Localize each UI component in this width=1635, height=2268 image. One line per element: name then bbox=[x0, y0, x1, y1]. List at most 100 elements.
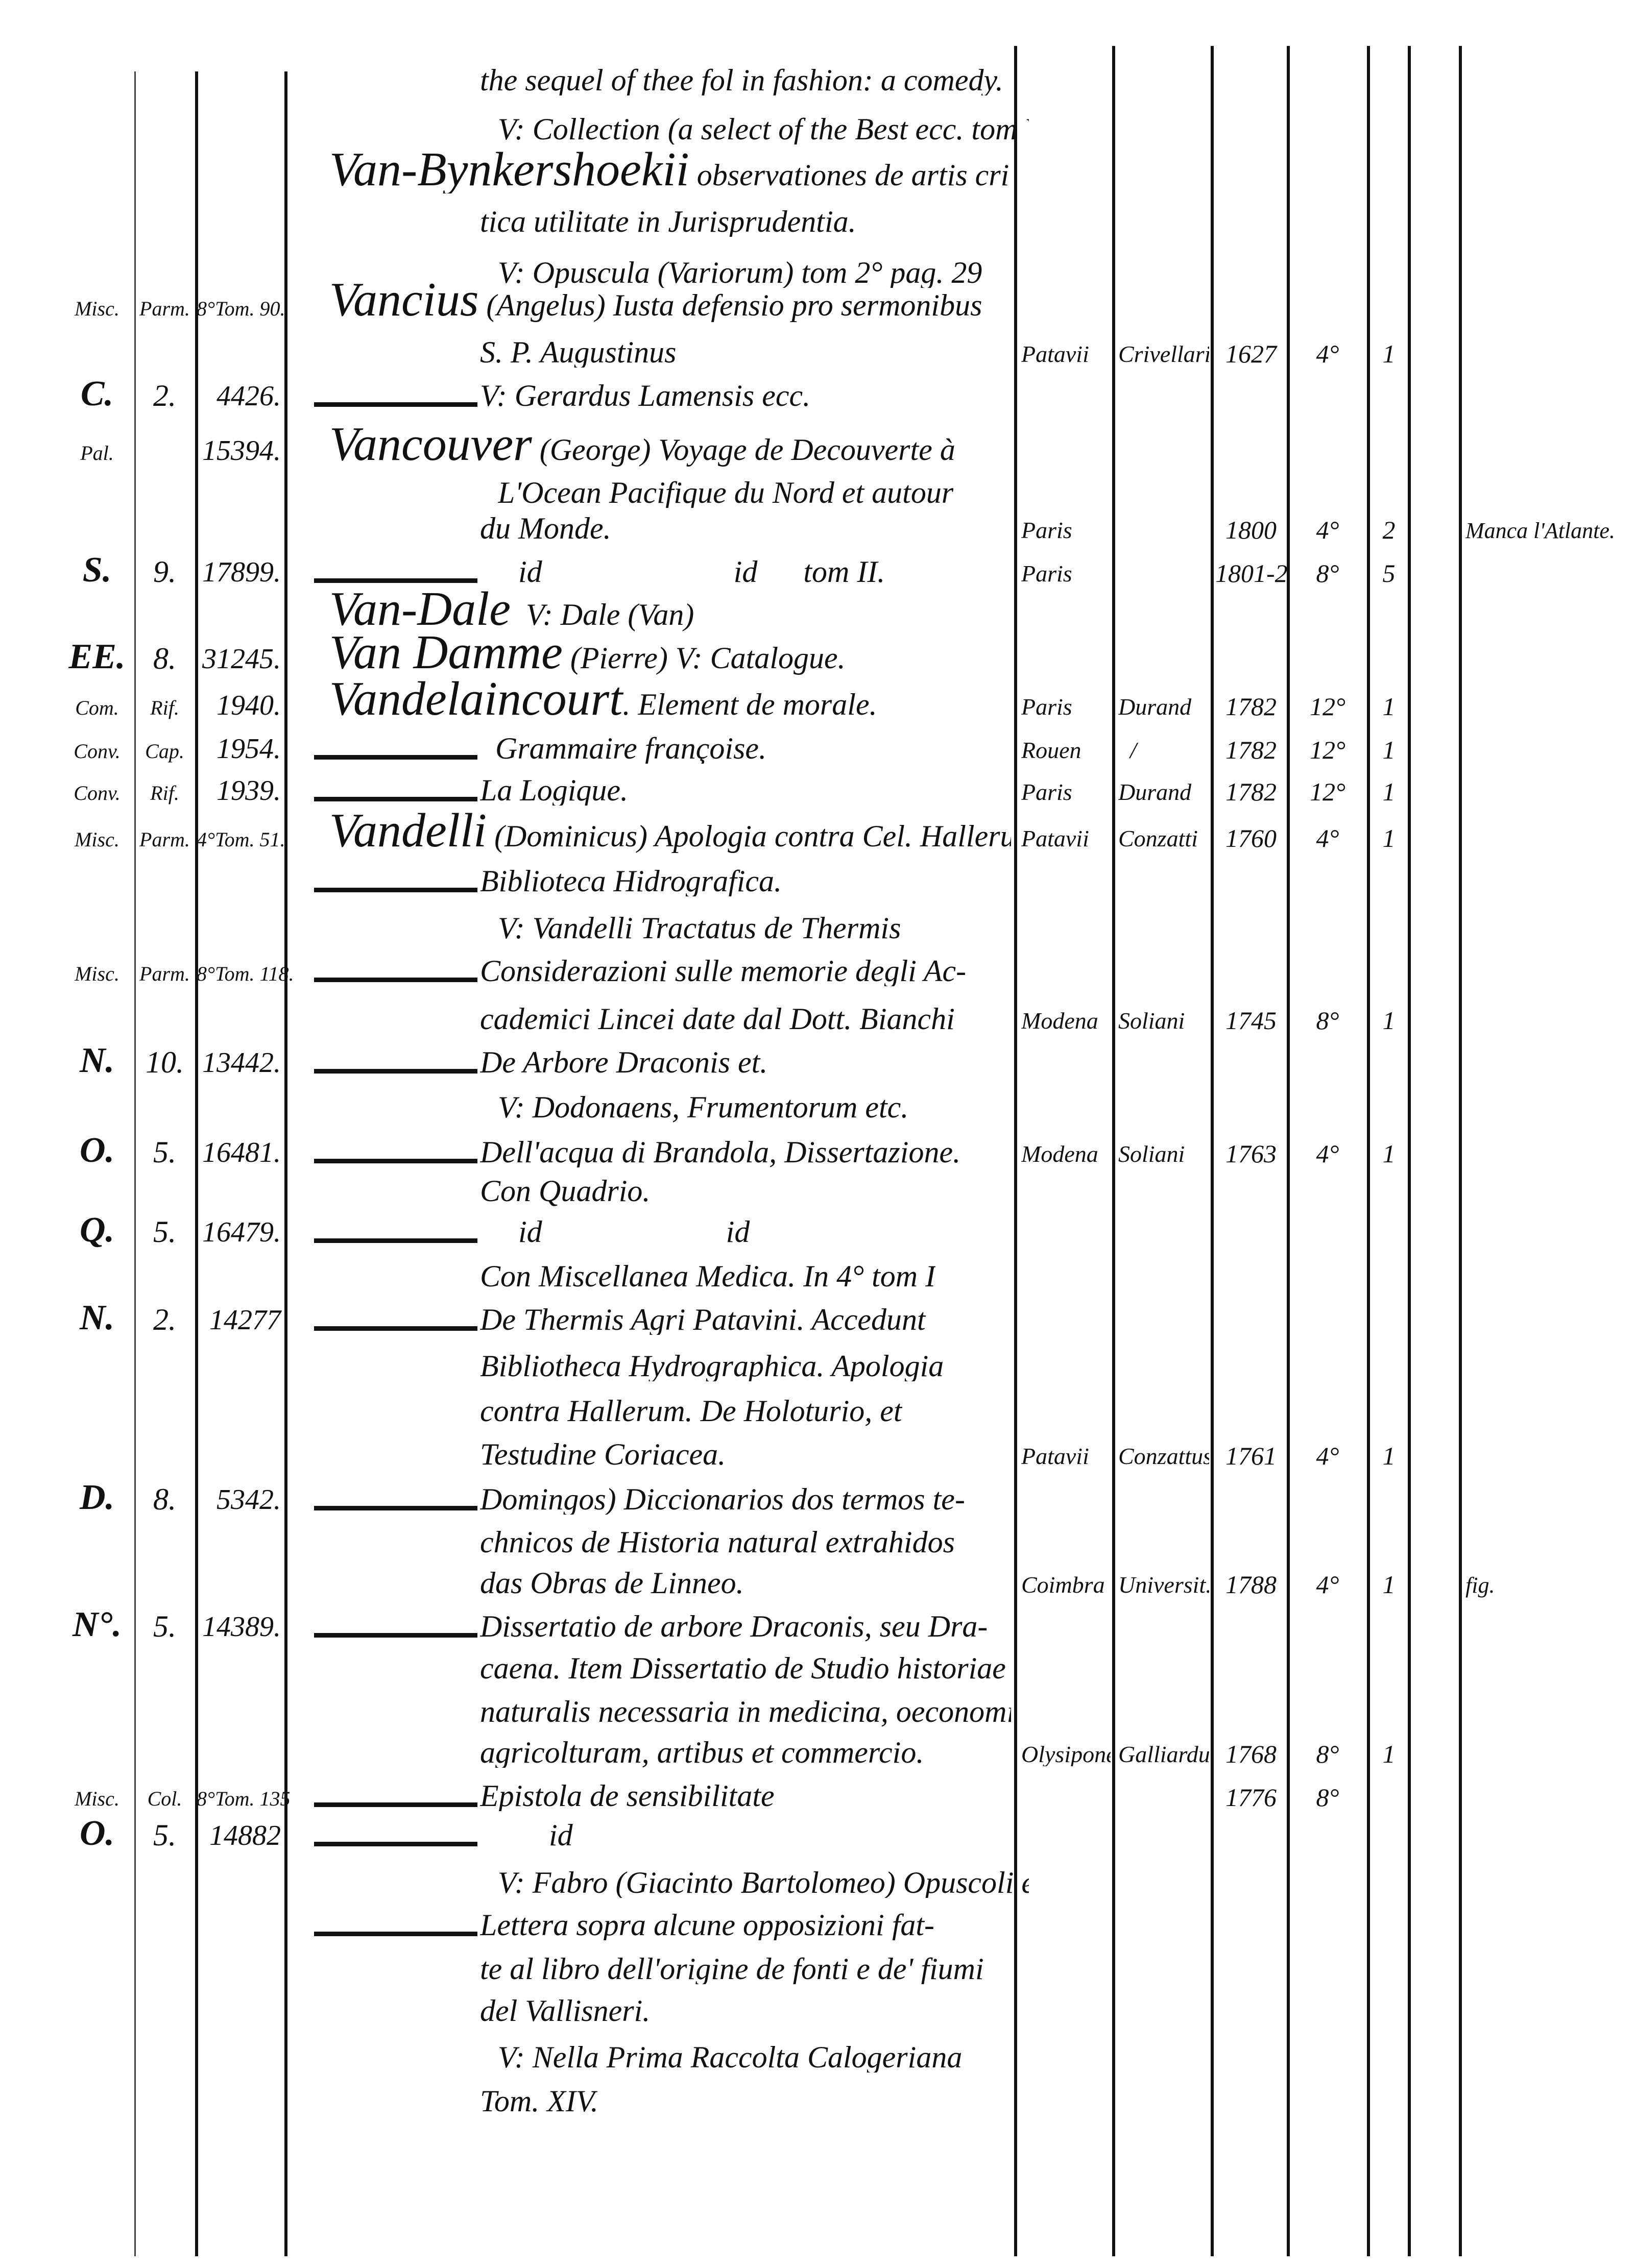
column-divider bbox=[1459, 46, 1462, 2256]
catalog-entry: Vancouver (George) Voyage de Decouverte … bbox=[329, 420, 955, 468]
shelf-mark: Conv. bbox=[74, 782, 121, 805]
inventory-number: 5342. bbox=[217, 1484, 281, 1516]
inventory-number: 8°Tom. 135 bbox=[197, 1787, 291, 1811]
case-number: Cap. bbox=[145, 740, 184, 763]
place-of-publication: Patavii bbox=[1021, 1445, 1089, 1469]
volumes: 1 bbox=[1382, 824, 1396, 852]
inventory-number: 8°Tom. 118. bbox=[197, 962, 294, 986]
ditto-rule bbox=[314, 1506, 477, 1510]
printer: Crivellarius bbox=[1118, 343, 1209, 367]
entry-text: Grammaire françoise. bbox=[480, 733, 767, 764]
place-of-publication: Paris bbox=[1021, 695, 1072, 719]
inventory-number: 4426. bbox=[217, 380, 281, 412]
entry-text: Testudine Coriacea. bbox=[480, 1438, 726, 1470]
printer: Durand bbox=[1118, 781, 1192, 804]
inventory-number: 17899. bbox=[202, 556, 281, 589]
case-number: Parm. bbox=[139, 828, 190, 851]
format: 12° bbox=[1310, 736, 1345, 764]
format: 8° bbox=[1316, 1740, 1339, 1768]
column-divider bbox=[284, 71, 287, 2256]
entry-text: V: Dale (Van) bbox=[511, 598, 694, 631]
inventory-number: 4°Tom. 51. bbox=[197, 828, 285, 851]
shelf-mark: Misc. bbox=[75, 828, 119, 851]
shelf-mark: N. bbox=[79, 1298, 115, 1337]
place-of-publication: Modena bbox=[1021, 1009, 1098, 1033]
format: 4° bbox=[1316, 1139, 1339, 1168]
entry-heading: Vandelaincourt bbox=[329, 675, 623, 723]
shelf-mark: D. bbox=[79, 1477, 115, 1517]
format: 12° bbox=[1310, 777, 1345, 806]
ditto-rule bbox=[314, 755, 477, 760]
place-of-publication: Patavii bbox=[1021, 827, 1089, 851]
entry-heading: Van-Bynkershoekii bbox=[329, 145, 689, 193]
shelf-mark: N°. bbox=[72, 1604, 122, 1644]
entry-text: das Obras de Linneo. bbox=[480, 1567, 744, 1598]
ditto-rule bbox=[314, 1238, 477, 1243]
year: 1788 bbox=[1225, 1570, 1277, 1599]
entry-text: V: Gerardus Lamensis ecc. bbox=[480, 380, 811, 411]
inventory-number: 1939. bbox=[217, 775, 281, 807]
place-of-publication: Modena bbox=[1021, 1142, 1098, 1166]
printer: Conzatti bbox=[1118, 827, 1198, 851]
inventory-number: 14277 bbox=[209, 1304, 281, 1336]
shelf-mark: C. bbox=[80, 374, 114, 413]
entry-text: La Logique. bbox=[480, 774, 629, 806]
entry-text: V: Dodonaens, Frumentorum etc. bbox=[498, 1091, 909, 1123]
entry-text: (Angelus) Iusta defensio pro sermonibus bbox=[478, 288, 982, 322]
case-number: Parm. bbox=[139, 297, 190, 321]
year: 1801-2 bbox=[1215, 559, 1288, 588]
entry-text: Considerazioni sulle memorie degli Ac- bbox=[480, 955, 967, 986]
catalog-entry: Vancius (Angelus) Iusta defensio pro ser… bbox=[329, 276, 982, 324]
volumes: 1 bbox=[1382, 1570, 1396, 1599]
inventory-number: 14882 bbox=[209, 1820, 281, 1852]
entry-text: id bbox=[480, 1819, 573, 1850]
place-of-publication: Paris bbox=[1021, 781, 1072, 804]
column-divider bbox=[1287, 46, 1290, 2256]
entry-heading: Vandelli bbox=[329, 807, 487, 855]
ditto-rule bbox=[314, 1159, 477, 1163]
catalog-entry: Van-Bynkershoekii observationes de artis… bbox=[329, 145, 1009, 193]
printer: Universit. bbox=[1118, 1573, 1209, 1597]
entry-text: Dissertatio de arbore Draconis, seu Dra- bbox=[480, 1611, 988, 1642]
entry-text: . Element de morale. bbox=[622, 688, 877, 721]
catalog-entry: Vandelaincourt. Element de morale. bbox=[329, 675, 877, 723]
volumes: 1 bbox=[1382, 1139, 1396, 1168]
shelf-mark: Q. bbox=[79, 1210, 115, 1250]
column-divider bbox=[134, 71, 136, 2256]
format: 8° bbox=[1316, 1006, 1339, 1035]
entry-heading: Van Damme bbox=[329, 628, 563, 676]
printer: Durand bbox=[1118, 695, 1192, 719]
shelf-mark: O. bbox=[79, 1813, 115, 1853]
case-number: 5. bbox=[153, 1818, 176, 1852]
entry-heading: Vancius bbox=[329, 276, 479, 324]
entry-text: the sequel of thee fol in fashion: a com… bbox=[480, 64, 1003, 95]
case-number: 8. bbox=[153, 641, 176, 675]
entry-text: Epistola de sensibilitate bbox=[480, 1780, 775, 1811]
catalog-entry: Van-Dale V: Dale (Van) bbox=[329, 585, 694, 633]
entry-text: caena. Item Dissertatio de Studio histor… bbox=[480, 1652, 1006, 1684]
year: 1782 bbox=[1225, 692, 1277, 721]
format: 8° bbox=[1316, 1783, 1339, 1812]
entry-text: Lettera sopra alcune opposizioni fat- bbox=[480, 1909, 934, 1940]
printer: Soliani bbox=[1118, 1142, 1185, 1166]
entry-text: (George) Voyage de Decouverte à bbox=[532, 433, 955, 467]
volumes: 1 bbox=[1382, 777, 1396, 806]
year: 1760 bbox=[1225, 824, 1277, 852]
entry-text: V: Vandelli Tractatus de Thermis bbox=[498, 912, 901, 943]
entry-heading: Van-Dale bbox=[329, 585, 511, 633]
place-of-publication: Patavii bbox=[1021, 343, 1089, 367]
year: 1761 bbox=[1225, 1442, 1277, 1470]
ditto-rule bbox=[314, 1069, 477, 1074]
shelf-mark: O. bbox=[79, 1130, 115, 1170]
volumes: 1 bbox=[1382, 692, 1396, 721]
shelf-mark: S. bbox=[82, 550, 112, 590]
case-number: 9. bbox=[153, 554, 176, 589]
entry-text: id id bbox=[480, 1216, 750, 1247]
case-number: Parm. bbox=[139, 962, 190, 986]
entry-text: chnicos de Historia natural extrahidos bbox=[480, 1526, 955, 1557]
ditto-rule bbox=[314, 1633, 477, 1638]
entry-text: L'Ocean Pacifique du Nord et autour bbox=[498, 477, 954, 508]
entry-text: Domingos) Diccionarios dos termos te- bbox=[480, 1483, 965, 1515]
column-divider bbox=[1211, 46, 1214, 2256]
entry-text: du Monde. bbox=[480, 513, 611, 544]
